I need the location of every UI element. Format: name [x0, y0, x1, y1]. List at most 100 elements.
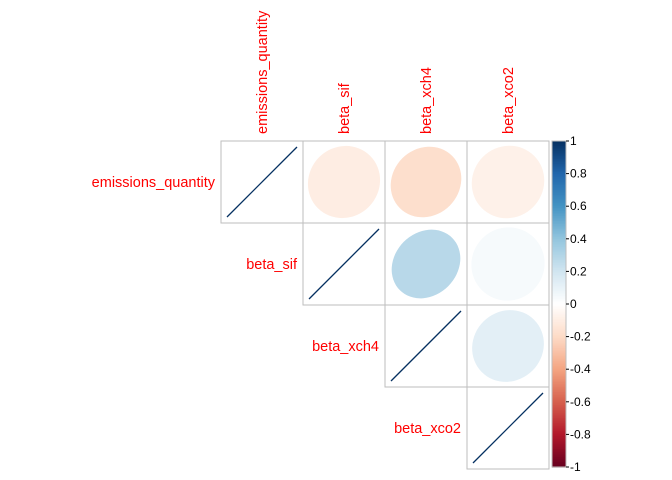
colorbar-segment: [552, 339, 566, 343]
colorbar-segment: [552, 281, 566, 284]
colorbar-segment: [552, 390, 566, 393]
colorbar-segment: [552, 401, 566, 405]
colorbar-segment: [552, 308, 566, 312]
colorbar-segment: [552, 310, 566, 313]
colorbar-segment: [552, 274, 566, 277]
colorbar-segment: [552, 294, 566, 297]
colorbar-segment: [552, 300, 566, 303]
colorbar-segment: [552, 160, 566, 163]
colorbar-segment: [552, 421, 566, 424]
diagonal-ellipse-emissions_quantity: [226, 146, 298, 218]
row-label-beta_xco2: beta_xco2: [394, 421, 461, 437]
colorbar-segment: [552, 212, 566, 215]
colorbar-tick-label: 0.2: [570, 264, 587, 278]
colorbar-segment: [552, 141, 566, 144]
colorbar-segment: [552, 276, 566, 279]
colorbar-segment: [552, 349, 566, 352]
colorbar-segment: [552, 290, 566, 294]
colorbar-segment: [552, 175, 566, 178]
colorbar-segment: [552, 352, 566, 356]
diagonal-ellipse-beta_sif: [308, 228, 380, 300]
grid-cell-beta_xco2-beta_xco2: [466, 386, 550, 470]
colorbar-segment: [552, 157, 566, 160]
colorbar-segment: [552, 162, 566, 165]
colorbar-segment: [552, 312, 566, 315]
colorbar-segment: [552, 378, 566, 382]
colorbar-segment: [552, 395, 566, 398]
colorbar-tick-label: -0.6: [570, 395, 591, 409]
colorbar-segment: [552, 206, 566, 209]
colorbar-segment: [552, 462, 566, 465]
colorbar-segment: [552, 240, 566, 243]
colorbar-segment: [552, 344, 566, 347]
colorbar-segment: [552, 453, 566, 457]
colorbar-segment: [552, 271, 566, 274]
colorbar-segment: [552, 217, 566, 220]
colorbar-segment: [552, 370, 566, 374]
correlation-cells: [220, 140, 550, 470]
colorbar-segment: [552, 331, 566, 334]
row-label-emissions_quantity: emissions_quantity: [92, 175, 216, 191]
colorbar-tick-label: 0: [570, 297, 577, 311]
colorbar-segment: [552, 317, 566, 320]
colorbar-tick-label: 0.4: [570, 232, 587, 246]
colorbar-segment: [552, 170, 566, 173]
colorbar-segment: [552, 398, 566, 401]
colorbar-segment: [552, 287, 566, 290]
colorbar-segment: [552, 142, 566, 145]
colorbar-segment: [552, 457, 566, 460]
colorbar-segment: [552, 338, 566, 341]
colorbar-segment: [552, 237, 566, 240]
colorbar-segment: [552, 152, 566, 155]
colorbar-segment: [552, 266, 566, 269]
colorbar-segment: [552, 165, 566, 168]
colorbar-segment: [552, 211, 566, 214]
col-label-beta_xco2: beta_xco2: [501, 67, 517, 134]
colorbar-tick-label: 1: [570, 134, 577, 148]
colorbar-segment: [552, 385, 566, 388]
colorbar-segment: [552, 437, 566, 440]
corr-ellipse-beta_sif-beta_xco2: [471, 227, 545, 301]
colorbar-tick-label: -0.2: [570, 330, 591, 344]
colorbar-segment: [552, 465, 566, 468]
corr-ellipse-beta_xch4-beta_xco2: [472, 310, 544, 382]
colorbar-segment: [552, 405, 566, 408]
colorbar-segment: [552, 400, 566, 403]
colorbar-segment: [552, 447, 566, 450]
colorbar-segment: [552, 224, 566, 227]
colorbar-segment: [552, 455, 566, 458]
colorbar-segment: [552, 284, 566, 287]
colorbar-segment: [552, 248, 566, 251]
corr-ellipse-emissions_quantity-beta_xco2: [471, 145, 545, 219]
colorbar-segment: [552, 318, 566, 321]
colorbar-segment: [552, 245, 566, 248]
diagonal-ellipse-beta_xco2: [472, 392, 544, 464]
colorbar-segment: [552, 463, 566, 466]
colorbar-segment: [552, 250, 566, 253]
colorbar-segment: [552, 158, 566, 162]
colorbar-segment: [552, 225, 566, 228]
colorbar-segment: [552, 422, 566, 426]
colorbar-segment: [552, 289, 566, 292]
colorbar-segment: [552, 334, 566, 338]
column-labels: emissions_quantity beta_sif beta_xch4 beta_…: [255, 10, 517, 134]
corr-ellipse-beta_sif-beta_xch4: [391, 229, 461, 299]
colorbar-segment: [552, 439, 566, 442]
colorbar-segment: [552, 167, 566, 170]
colorbar-segment: [552, 277, 566, 281]
colorbar-segment: [552, 189, 566, 193]
colorbar-segment: [552, 199, 566, 202]
colorbar-segment: [552, 458, 566, 462]
colorbar-segment: [552, 256, 566, 259]
colorbar-segment: [552, 259, 566, 263]
colorbar-segment: [552, 431, 566, 434]
colorbar-segment: [552, 242, 566, 245]
colorbar-segment: [552, 416, 566, 419]
colorbar-segment: [552, 147, 566, 150]
colorbar-segment: [552, 396, 566, 400]
colorbar-segment: [552, 320, 566, 323]
col-label-beta_sif: beta_sif: [337, 82, 353, 134]
colorbar-segment: [552, 408, 566, 411]
colorbar-segment: [552, 173, 566, 176]
